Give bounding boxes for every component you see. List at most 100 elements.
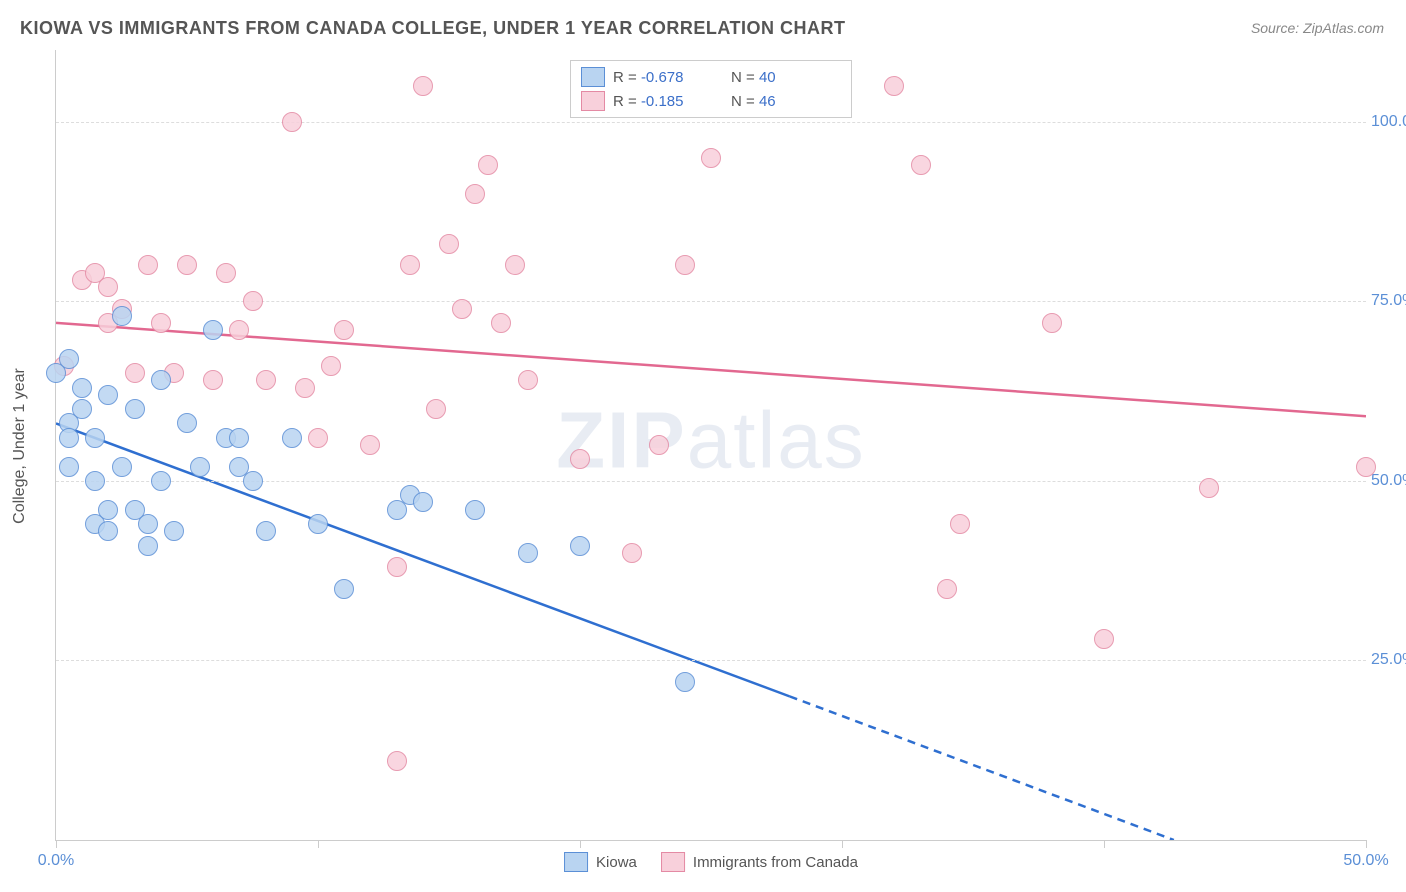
scatter-point-kiowa (151, 370, 171, 390)
scatter-point-kiowa (85, 471, 105, 491)
r-label: R = -0.185 (613, 93, 723, 110)
scatter-point-kiowa (413, 492, 433, 512)
scatter-point-immigrants (334, 320, 354, 340)
scatter-point-kiowa (570, 536, 590, 556)
y-tick-label: 25.0% (1371, 651, 1406, 669)
legend-swatch-kiowa (581, 67, 605, 87)
scatter-point-immigrants (138, 255, 158, 275)
scatter-point-kiowa (334, 579, 354, 599)
chart-container: KIOWA VS IMMIGRANTS FROM CANADA COLLEGE,… (0, 0, 1406, 892)
scatter-point-kiowa (229, 428, 249, 448)
scatter-point-kiowa (98, 500, 118, 520)
scatter-point-immigrants (478, 155, 498, 175)
source-credit: Source: ZipAtlas.com (1251, 20, 1384, 36)
scatter-point-immigrants (439, 234, 459, 254)
scatter-point-immigrants (98, 277, 118, 297)
scatter-point-immigrants (308, 428, 328, 448)
scatter-point-kiowa (203, 320, 223, 340)
scatter-point-kiowa (164, 521, 184, 541)
x-tick-label: 50.0% (1343, 852, 1388, 870)
scatter-point-immigrants (937, 579, 957, 599)
scatter-point-immigrants (505, 255, 525, 275)
scatter-point-kiowa (177, 413, 197, 433)
regression-lines (56, 50, 1366, 840)
scatter-point-kiowa (308, 514, 328, 534)
scatter-point-immigrants (452, 299, 472, 319)
scatter-point-kiowa (190, 457, 210, 477)
scatter-point-immigrants (216, 263, 236, 283)
scatter-point-immigrants (884, 76, 904, 96)
y-axis-label: College, Under 1 year (11, 368, 29, 524)
legend-swatch-immigrants-icon (661, 852, 685, 872)
scatter-point-kiowa (243, 471, 263, 491)
x-tick (1366, 840, 1367, 848)
scatter-point-kiowa (98, 521, 118, 541)
r-label: R = -0.678 (613, 69, 723, 86)
scatter-point-immigrants (177, 255, 197, 275)
scatter-point-kiowa (138, 536, 158, 556)
scatter-point-kiowa (112, 306, 132, 326)
x-tick-label: 0.0% (38, 852, 74, 870)
legend-stats-row-kiowa: R = -0.678 N = 40 (581, 65, 841, 89)
scatter-point-immigrants (649, 435, 669, 455)
scatter-point-immigrants (229, 320, 249, 340)
scatter-point-kiowa (59, 457, 79, 477)
scatter-point-kiowa (282, 428, 302, 448)
scatter-point-immigrants (1042, 313, 1062, 333)
x-tick (1104, 840, 1105, 848)
x-tick (580, 840, 581, 848)
scatter-point-immigrants (1356, 457, 1376, 477)
legend-stats-box: R = -0.678 N = 40 R = -0.185 N = 46 (570, 60, 852, 118)
n-label: N = 46 (731, 93, 841, 110)
scatter-point-immigrants (321, 356, 341, 376)
scatter-point-kiowa (59, 428, 79, 448)
scatter-point-immigrants (701, 148, 721, 168)
n-label: N = 40 (731, 69, 841, 86)
scatter-point-immigrants (426, 399, 446, 419)
scatter-point-immigrants (413, 76, 433, 96)
scatter-point-immigrants (911, 155, 931, 175)
scatter-point-immigrants (295, 378, 315, 398)
y-tick-label: 50.0% (1371, 472, 1406, 490)
scatter-point-immigrants (125, 363, 145, 383)
scatter-point-immigrants (243, 291, 263, 311)
y-tick-label: 100.0% (1371, 113, 1406, 131)
scatter-point-kiowa (151, 471, 171, 491)
legend-bottom: Kiowa Immigrants from Canada (564, 852, 858, 872)
scatter-point-immigrants (400, 255, 420, 275)
chart-title: KIOWA VS IMMIGRANTS FROM CANADA COLLEGE,… (20, 18, 846, 39)
scatter-point-kiowa (72, 378, 92, 398)
scatter-point-immigrants (256, 370, 276, 390)
x-tick (842, 840, 843, 848)
scatter-point-kiowa (59, 349, 79, 369)
scatter-point-immigrants (622, 543, 642, 563)
gridline-h (56, 122, 1366, 123)
scatter-point-kiowa (518, 543, 538, 563)
gridline-h (56, 660, 1366, 661)
scatter-point-immigrants (282, 112, 302, 132)
scatter-point-kiowa (85, 428, 105, 448)
legend-swatch-immigrants (581, 91, 605, 111)
chart-plot-area: ZIPatlas R = -0.678 N = 40 R = -0.185 N … (55, 50, 1366, 841)
x-tick (56, 840, 57, 848)
scatter-point-immigrants (387, 557, 407, 577)
scatter-point-immigrants (518, 370, 538, 390)
scatter-point-kiowa (138, 514, 158, 534)
scatter-point-immigrants (570, 449, 590, 469)
scatter-point-immigrants (1199, 478, 1219, 498)
scatter-point-immigrants (151, 313, 171, 333)
scatter-point-kiowa (675, 672, 695, 692)
y-tick-label: 75.0% (1371, 292, 1406, 310)
scatter-point-kiowa (98, 385, 118, 405)
scatter-point-immigrants (675, 255, 695, 275)
scatter-point-immigrants (203, 370, 223, 390)
scatter-point-kiowa (72, 399, 92, 419)
scatter-point-immigrants (1094, 629, 1114, 649)
watermark: ZIPatlas (556, 394, 865, 486)
scatter-point-immigrants (491, 313, 511, 333)
legend-swatch-kiowa-icon (564, 852, 588, 872)
x-tick (318, 840, 319, 848)
scatter-point-kiowa (125, 399, 145, 419)
scatter-point-immigrants (360, 435, 380, 455)
scatter-point-kiowa (256, 521, 276, 541)
